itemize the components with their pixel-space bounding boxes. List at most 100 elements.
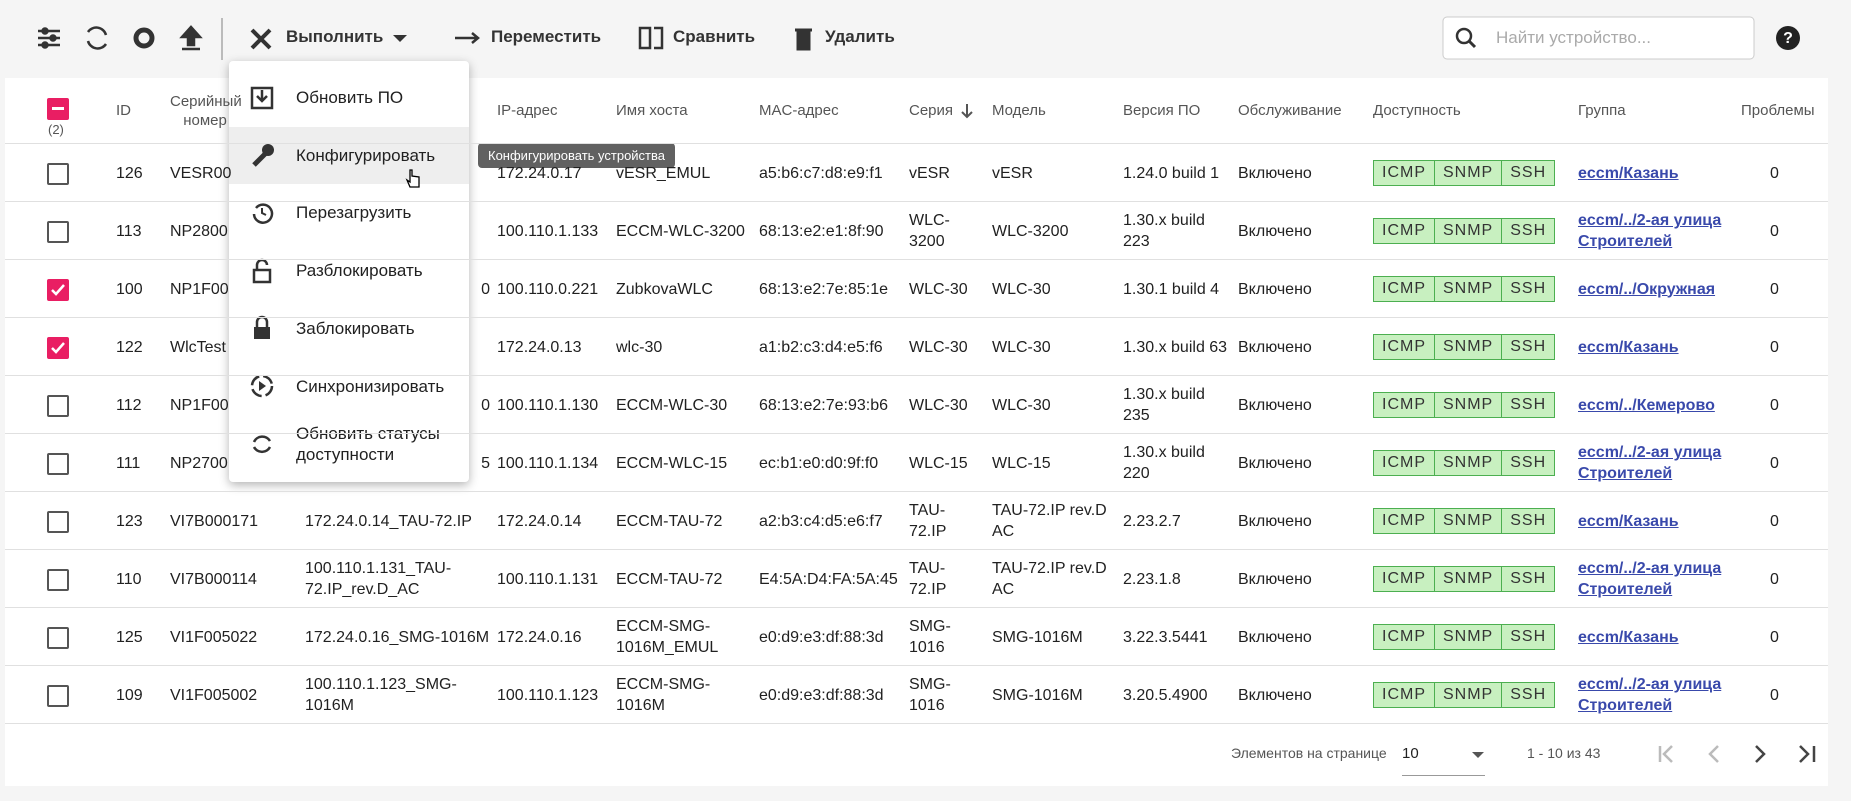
cursor: [405, 169, 420, 188]
menu-item[interactable]: Заблокировать: [229, 300, 469, 357]
menu-item[interactable]: Синхронизировать: [229, 358, 469, 415]
cell-text[interactable]: eccm/../2-ая улица Строителей: [1578, 560, 1722, 598]
column-header[interactable]: Группа: [1578, 102, 1626, 119]
delete-button[interactable]: Удалить: [825, 27, 895, 46]
row-checkbox[interactable]: [47, 395, 69, 417]
cell-group: eccm/../2-ая улица Строителей: [1578, 434, 1738, 492]
search-box[interactable]: [1442, 16, 1755, 60]
cell-text: 2.23.1.8: [1123, 570, 1181, 588]
cell-text: TAU-72.IP rev.D AC: [992, 502, 1107, 540]
cell-text[interactable]: eccm/Казань: [1578, 512, 1679, 530]
cell-group: eccm/../Окружная: [1578, 260, 1738, 318]
filter-icon[interactable]: [38, 27, 60, 49]
row-checkbox[interactable]: [47, 221, 69, 243]
compare-button[interactable]: Сравнить: [673, 27, 756, 46]
column-header[interactable]: Серия: [909, 102, 954, 119]
row-checkbox[interactable]: [47, 279, 69, 301]
help-icon[interactable]: [1776, 26, 1800, 50]
run-button[interactable]: Выполнить: [286, 27, 384, 46]
menu-item[interactable]: Обновить ПО: [229, 69, 469, 126]
cell-text[interactable]: eccm/../2-ая улица Строителей: [1578, 212, 1722, 250]
row-divider: [5, 549, 1828, 550]
cell-text[interactable]: eccm/../Окружная: [1578, 280, 1716, 298]
row-checkbox[interactable]: [47, 627, 69, 649]
row-checkbox[interactable]: [47, 163, 69, 185]
menu-icon: [250, 374, 274, 398]
cell-mac: e0:d9:e3:df:88:3d: [759, 666, 904, 724]
cell-text: SMG-1016M: [992, 686, 1083, 704]
column-header[interactable]: Серийный номер: [170, 93, 242, 129]
column-header[interactable]: Имя хоста: [616, 102, 688, 119]
cell-version: 1.30.1 build 4: [1123, 260, 1235, 318]
row-checkbox[interactable]: [47, 511, 69, 533]
cell-text[interactable]: eccm/../2-ая улица Строителей: [1578, 676, 1722, 714]
cell-problems: 0: [1770, 434, 1779, 492]
cell-problems: 0: [1770, 376, 1779, 434]
refresh-icon[interactable]: [86, 26, 108, 50]
column-header[interactable]: Обслуживание: [1238, 102, 1342, 119]
column-header[interactable]: Модель: [992, 102, 1046, 119]
cell-text: Включено: [1238, 222, 1312, 240]
column-header[interactable]: ID: [116, 102, 131, 119]
cell-text[interactable]: eccm/Казань: [1578, 338, 1679, 356]
cell-serial: NP1F00: [170, 376, 300, 434]
compare-icon: [638, 26, 664, 50]
column-header[interactable]: Доступность: [1373, 102, 1461, 119]
cell-version: 1.30.x build 63: [1123, 318, 1235, 376]
settings-icon[interactable]: [133, 27, 155, 49]
cell-version: 1.30.x build 235: [1123, 376, 1235, 434]
page-size-arrow: [1472, 752, 1484, 758]
page-nav[interactable]: [1650, 740, 1825, 768]
cell-version: 2.23.1.8: [1123, 550, 1235, 608]
cell-text: 0: [1770, 628, 1779, 646]
availability-badge: SNMP: [1435, 624, 1503, 650]
cell-service: Включено: [1238, 492, 1368, 550]
row-checkbox[interactable]: [47, 569, 69, 591]
move-button[interactable]: Переместить: [491, 27, 602, 46]
cell-text[interactable]: eccm/Казань: [1578, 628, 1679, 646]
cell-problems: 0: [1770, 144, 1779, 202]
availability-badge: ICMP: [1373, 276, 1435, 302]
indeterminate-mark: [52, 107, 64, 110]
row-checkbox[interactable]: [47, 685, 69, 707]
cell-text[interactable]: eccm/../2-ая улица Строителей: [1578, 444, 1722, 482]
cell-problems: 0: [1770, 608, 1779, 666]
dropdown-arrow[interactable]: [393, 35, 407, 42]
cell-text[interactable]: eccm/Казань: [1578, 164, 1679, 182]
cell-text[interactable]: eccm/../Кемерово: [1578, 396, 1715, 414]
cell-series: WLC-30: [909, 318, 969, 376]
row-checkbox[interactable]: [47, 453, 69, 475]
cell-series: SMG-1016: [909, 666, 969, 724]
menu-item[interactable]: Перезагрузить: [229, 184, 469, 241]
cell-ip: 100.110.1.131: [497, 550, 612, 608]
row-checkbox[interactable]: [47, 337, 69, 359]
column-header[interactable]: Проблемы: [1741, 102, 1815, 119]
menu-label: Перезагрузить: [296, 203, 412, 223]
cell-text: VESR00: [170, 164, 232, 182]
cell-serial: NP1F00: [170, 260, 300, 318]
menu-label: Разблокировать: [296, 261, 423, 281]
cell-text: 1.30.x build 223: [1123, 212, 1205, 250]
row-divider: [5, 665, 1828, 666]
cell-text: vESR: [992, 164, 1033, 182]
cell-text: WLC-3200: [992, 222, 1069, 240]
cell-mac: a2:b3:c4:d5:e6:f7: [759, 492, 904, 550]
cell-text: 113: [116, 222, 142, 240]
cell-id: 112: [116, 376, 166, 434]
column-header[interactable]: MAC-адрес: [759, 102, 839, 119]
cell-text: WLC-3200: [909, 212, 950, 250]
upload-icon[interactable]: [179, 25, 203, 51]
row-divider: [5, 607, 1828, 608]
cell-text: SMG-1016: [909, 676, 951, 714]
row-divider: [5, 491, 1828, 492]
column-header[interactable]: IP-адрес: [497, 102, 558, 119]
menu-icon: [252, 144, 274, 167]
cell-model: SMG-1016M: [992, 666, 1117, 724]
menu-item[interactable]: Конфигурировать: [229, 126, 469, 184]
column-header[interactable]: Версия ПО: [1123, 102, 1201, 119]
page-size[interactable]: 10: [1402, 745, 1419, 762]
cell-problems: 0: [1770, 492, 1779, 550]
cell-id: 123: [116, 492, 166, 550]
cell-model: WLC-3200: [992, 202, 1117, 260]
